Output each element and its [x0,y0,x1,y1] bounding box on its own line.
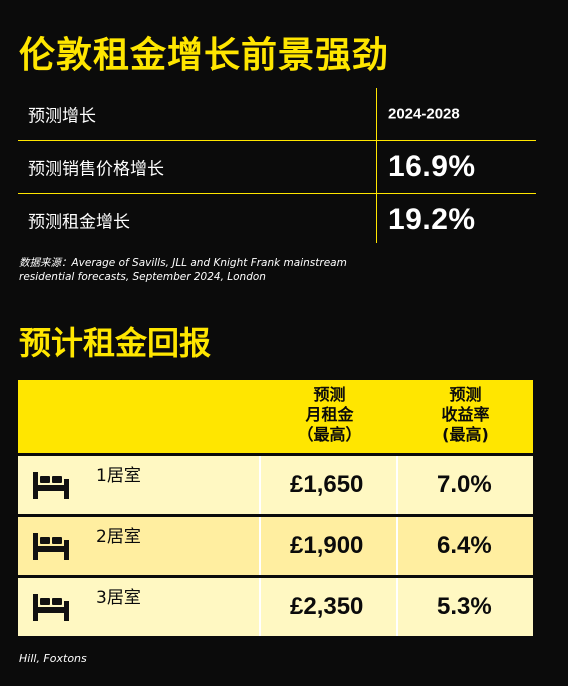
returns-table: 预测 月租金 （最高） 预测 收益率 (最高) 1居室 £1,650 7.0% [18,380,533,636]
table-row: 2居室 £1,900 6.4% [18,514,533,575]
section-title: 预计租金回报 [19,324,212,362]
cell-divider [259,578,261,636]
returns-header: 预测 月租金 （最高） 预测 收益率 (最高) [18,380,533,453]
cell-divider [396,456,398,514]
header-yield: 预测 收益率 (最高) [398,385,533,445]
header-rent-line: （最高） [297,425,362,444]
header-rent-line: 预测 [313,385,346,404]
rent-value: £2,350 [290,593,364,620]
cell-divider [396,517,398,575]
growth-table: 预测增长 2024-2028 预测销售价格增长 16.9% 预测租金增长 19.… [18,88,536,246]
divider [18,193,536,194]
growth-row-label: 预测销售价格增长 [28,159,164,180]
yield-value: 6.4% [437,532,492,559]
rent-value: £1,650 [290,471,364,498]
growth-row-label: 预测租金增长 [28,212,130,233]
growth-row: 预测租金增长 19.2% [18,194,536,246]
rent-value: £1,900 [290,532,364,559]
page-title: 伦敦租金增长前景强劲 [19,35,390,76]
header-rent: 预测 月租金 （最高） [261,385,398,445]
growth-row-value: 19.2% [388,203,476,236]
bed-icon [33,594,69,621]
divider [18,140,536,141]
room-type: 3居室 [96,588,141,608]
header-yield-line: 收益率 [441,405,490,424]
source-note: 数据来源：Average of Savills, JLL and Knight … [19,257,347,283]
header-yield-line: 预测 [449,385,482,404]
growth-period: 2024-2028 [388,105,460,123]
table-row: 1居室 £1,650 7.0% [18,453,533,514]
cell-divider [259,517,261,575]
yield-value: 5.3% [437,593,492,620]
room-type: 2居室 [96,527,141,547]
bed-icon [33,472,69,499]
credit-note: Hill, Foxtons [19,652,87,665]
bed-icon [33,533,69,560]
cell-divider [259,456,261,514]
table-row: 3居室 £2,350 5.3% [18,575,533,636]
growth-row-value: 16.9% [388,150,476,183]
room-type: 1居室 [96,466,141,486]
growth-row: 预测销售价格增长 16.9% [18,141,536,193]
cell-divider [396,578,398,636]
growth-header-label: 预测增长 [28,106,96,127]
header-yield-line: (最高) [442,425,489,444]
header-rent-line: 月租金 [305,405,354,424]
column-divider [376,88,377,243]
growth-header-row: 预测增长 2024-2028 [18,88,536,140]
yield-value: 7.0% [437,471,492,498]
